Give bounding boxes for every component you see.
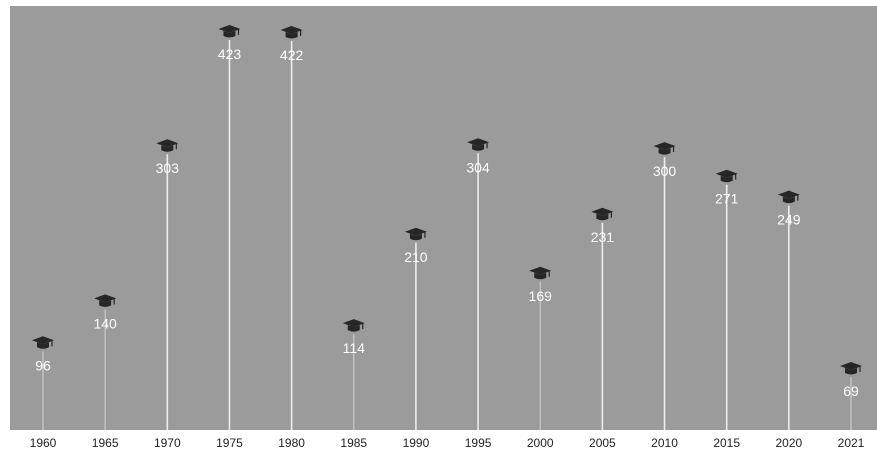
value-label-1960: 96 [35, 357, 51, 373]
x-tick-label-1995: 1995 [465, 436, 492, 450]
graduation-cap-icon [218, 25, 241, 38]
markers-group [32, 25, 862, 375]
value-label-1965: 140 [93, 315, 117, 331]
graduation-cap-icon [529, 266, 552, 280]
value-label-1995: 304 [466, 159, 490, 175]
value-label-1990: 210 [404, 249, 428, 265]
graduation-cap-icon [404, 227, 427, 241]
value-label-2021: 69 [843, 383, 859, 399]
value-labels-group: 96 140 303 423 422 114 210 304 169 231 300 271 249 69 [35, 46, 859, 399]
x-tick-label-2015: 2015 [713, 436, 740, 450]
x-tick-label-1975: 1975 [216, 436, 243, 450]
x-tick-label-1960: 1960 [30, 436, 57, 450]
value-label-2000: 169 [529, 288, 553, 304]
x-tick-label-1980: 1980 [278, 436, 305, 450]
graduation-cap-icon [342, 319, 365, 332]
graduation-cap-icon [467, 138, 490, 151]
x-tick-label-1970: 1970 [154, 436, 181, 450]
graduation-cap-icon [32, 336, 54, 349]
plot-background [10, 6, 877, 430]
value-label-1975: 423 [218, 46, 242, 62]
x-tick-label-2021: 2021 [838, 436, 865, 450]
x-tick-label-2005: 2005 [589, 436, 616, 450]
value-label-2010: 300 [653, 163, 677, 179]
graduation-cap-icon [591, 207, 614, 221]
value-label-2020: 249 [777, 212, 801, 228]
graduation-cap-icon [156, 139, 179, 152]
value-label-1980: 422 [280, 47, 304, 63]
x-tick-label-2020: 2020 [775, 436, 802, 450]
graduation-cap-icon [653, 142, 676, 155]
x-axis-tick-labels: 1960 1965 1970 1975 1980 1985 1990 1995 2000 2005… [30, 436, 865, 450]
value-label-2005: 231 [591, 229, 615, 245]
x-tick-label-2000: 2000 [527, 436, 554, 450]
value-label-1970: 303 [156, 160, 180, 176]
graduation-cap-icon [94, 294, 117, 307]
graduation-cap-icon [715, 169, 738, 183]
x-tick-label-1965: 1965 [92, 436, 119, 450]
graduation-cap-icon [840, 362, 862, 375]
stems-group [42, 40, 852, 430]
x-tick-label-1990: 1990 [403, 436, 430, 450]
x-tick-label-1985: 1985 [340, 436, 367, 450]
x-tick-label-2010: 2010 [651, 436, 678, 450]
graduation-cap-icon [280, 25, 303, 39]
value-label-2015: 271 [715, 191, 739, 207]
graduation-cap-icon [777, 190, 800, 204]
value-label-1985: 114 [343, 340, 366, 356]
